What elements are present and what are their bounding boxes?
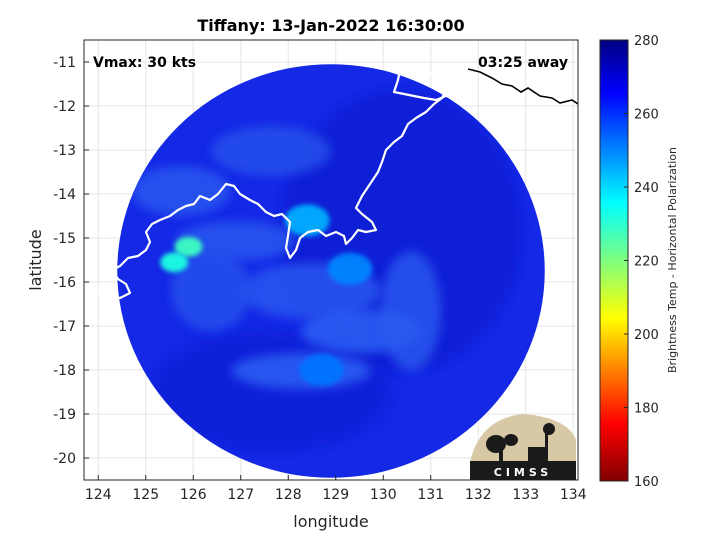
time-away-annotation: 03:25 away xyxy=(478,55,568,71)
colorbar-tick-label: 260 xyxy=(634,108,659,123)
colorbar-tick-label: 220 xyxy=(634,255,659,270)
x-tick-label: 133 xyxy=(512,487,539,503)
brightness-feature xyxy=(160,252,189,273)
x-axis-label: longitude xyxy=(293,512,368,531)
cloud-band xyxy=(176,221,296,261)
brightness-feature xyxy=(299,354,344,386)
y-tick-label: -15 xyxy=(53,231,76,247)
colorbar-tick-label: 280 xyxy=(634,34,659,49)
x-tick-label: 128 xyxy=(275,487,302,503)
y-tick-labels: -11 -12 -13 -14 -15 -16 -17 -18 -19 -20 xyxy=(53,55,89,467)
y-tick-label: -14 xyxy=(53,187,76,203)
x-tick-label: 134 xyxy=(560,487,587,503)
colorbar-tick-label: 160 xyxy=(634,475,659,490)
coastline-west xyxy=(85,299,97,327)
x-tick-label: 125 xyxy=(132,487,159,503)
cloud-band xyxy=(131,166,231,216)
x-tick-label: 129 xyxy=(322,487,349,503)
cloud-band xyxy=(171,251,251,331)
x-tick-labels: 124 125 126 127 128 129 130 131 132 133 134 xyxy=(85,475,587,503)
x-tick-label: 126 xyxy=(180,487,207,503)
coastline-north xyxy=(84,75,455,300)
y-tick-label: -13 xyxy=(53,143,76,159)
colorbar-tick-label: 200 xyxy=(634,328,659,343)
colorbar-tick-label: 240 xyxy=(634,181,659,196)
y-tick-label: -16 xyxy=(53,275,76,291)
cimss-logo: CIMSS xyxy=(470,414,576,480)
disk-features xyxy=(122,91,521,451)
brightness-temp-disk xyxy=(117,64,545,478)
axes-frame xyxy=(83,39,579,481)
x-tick-label: 130 xyxy=(370,487,397,503)
cimss-logo-text: CIMSS xyxy=(494,466,552,479)
x-tick-label: 131 xyxy=(417,487,444,503)
brightness-feature xyxy=(174,236,203,257)
x-tick-label: 124 xyxy=(85,487,112,503)
colorbar xyxy=(599,39,629,482)
x-tick-label: 127 xyxy=(227,487,254,503)
cloud-band xyxy=(211,126,331,176)
coastline-island xyxy=(392,64,454,102)
brightness-feature xyxy=(284,204,330,237)
vmax-annotation: Vmax: 30 kts xyxy=(93,55,196,71)
y-axis-label: latitude xyxy=(26,229,45,290)
y-tick-label: -12 xyxy=(53,99,76,115)
y-tick-label: -19 xyxy=(53,407,76,423)
colorbar-tick-labels: 280 260 240 220 200 180 160 xyxy=(624,34,659,490)
colorbar-tick-label: 180 xyxy=(634,402,659,417)
y-tick-label: -11 xyxy=(53,55,76,71)
cloud-band xyxy=(381,251,441,371)
y-tick-label: -20 xyxy=(53,451,76,467)
colorbar-label: Brightness Temp - Horizontal Polarizatio… xyxy=(666,147,679,373)
coastline-white xyxy=(84,64,455,327)
coastline-east xyxy=(467,68,578,105)
coastline xyxy=(467,68,578,105)
y-tick-label: -17 xyxy=(53,319,76,335)
y-tick-label: -18 xyxy=(53,363,76,379)
brightness-feature xyxy=(327,252,373,285)
map-title: Tiffany: 13-Jan-2022 16:30:00 xyxy=(197,16,464,35)
x-tick-label: 132 xyxy=(465,487,492,503)
